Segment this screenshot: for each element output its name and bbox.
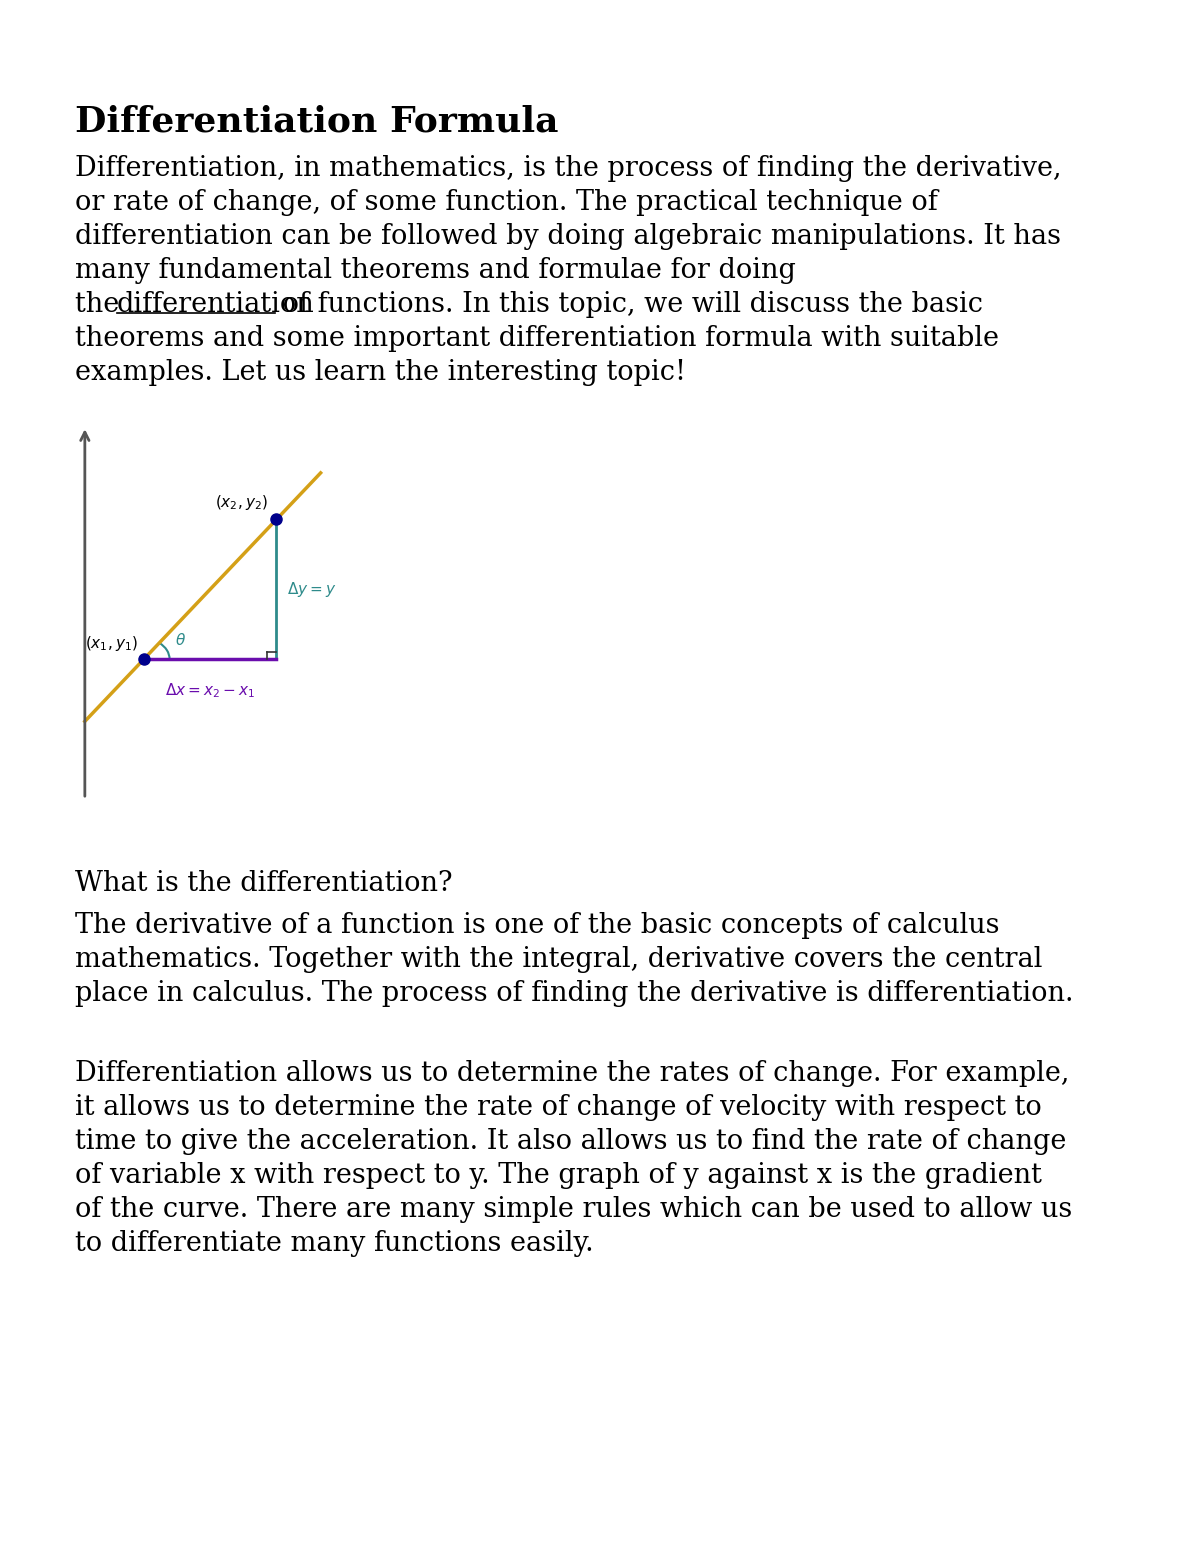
Text: it allows us to determine the rate of change of velocity with respect to: it allows us to determine the rate of ch… <box>74 1093 1042 1121</box>
Text: of the curve. There are many simple rules which can be used to allow us: of the curve. There are many simple rule… <box>74 1196 1073 1224</box>
Text: $\Delta x = x_2 - x_1$: $\Delta x = x_2 - x_1$ <box>166 682 256 700</box>
Text: Differentiation Formula: Differentiation Formula <box>74 106 558 140</box>
Text: $\theta$: $\theta$ <box>175 632 186 648</box>
Text: examples. Let us learn the interesting topic!: examples. Let us learn the interesting t… <box>74 359 686 387</box>
Text: differentiation can be followed by doing algebraic manipulations. It has: differentiation can be followed by doing… <box>74 224 1061 250</box>
Text: many fundamental theorems and formulae for doing: many fundamental theorems and formulae f… <box>74 256 796 284</box>
Text: the: the <box>74 290 128 318</box>
Text: $(x_2, y_2)$: $(x_2, y_2)$ <box>215 494 268 512</box>
Text: $(x_1, y_1)$: $(x_1, y_1)$ <box>85 635 138 654</box>
Text: of variable x with respect to y. The graph of y against x is the gradient: of variable x with respect to y. The gra… <box>74 1162 1042 1190</box>
Text: to differentiate many functions easily.: to differentiate many functions easily. <box>74 1230 594 1256</box>
Text: What is the differentiation?: What is the differentiation? <box>74 870 452 898</box>
Text: of functions. In this topic, we will discuss the basic: of functions. In this topic, we will dis… <box>275 290 984 318</box>
Text: The derivative of a function is one of the basic concepts of calculus: The derivative of a function is one of t… <box>74 912 1000 940</box>
Text: Differentiation, in mathematics, is the process of finding the derivative,: Differentiation, in mathematics, is the … <box>74 155 1062 182</box>
Text: or rate of change, of some function. The practical technique of: or rate of change, of some function. The… <box>74 189 937 216</box>
Text: mathematics. Together with the integral, derivative covers the central: mathematics. Together with the integral,… <box>74 946 1043 974</box>
Text: theorems and some important differentiation formula with suitable: theorems and some important differentiat… <box>74 325 998 353</box>
Text: $\Delta y = y$: $\Delta y = y$ <box>288 579 337 599</box>
Text: Differentiation allows us to determine the rates of change. For example,: Differentiation allows us to determine t… <box>74 1061 1069 1087</box>
Text: place in calculus. The process of finding the derivative is differentiation.: place in calculus. The process of findin… <box>74 980 1074 1006</box>
Text: differentiation: differentiation <box>118 290 314 318</box>
Text: time to give the acceleration. It also allows us to find the rate of change: time to give the acceleration. It also a… <box>74 1127 1067 1155</box>
